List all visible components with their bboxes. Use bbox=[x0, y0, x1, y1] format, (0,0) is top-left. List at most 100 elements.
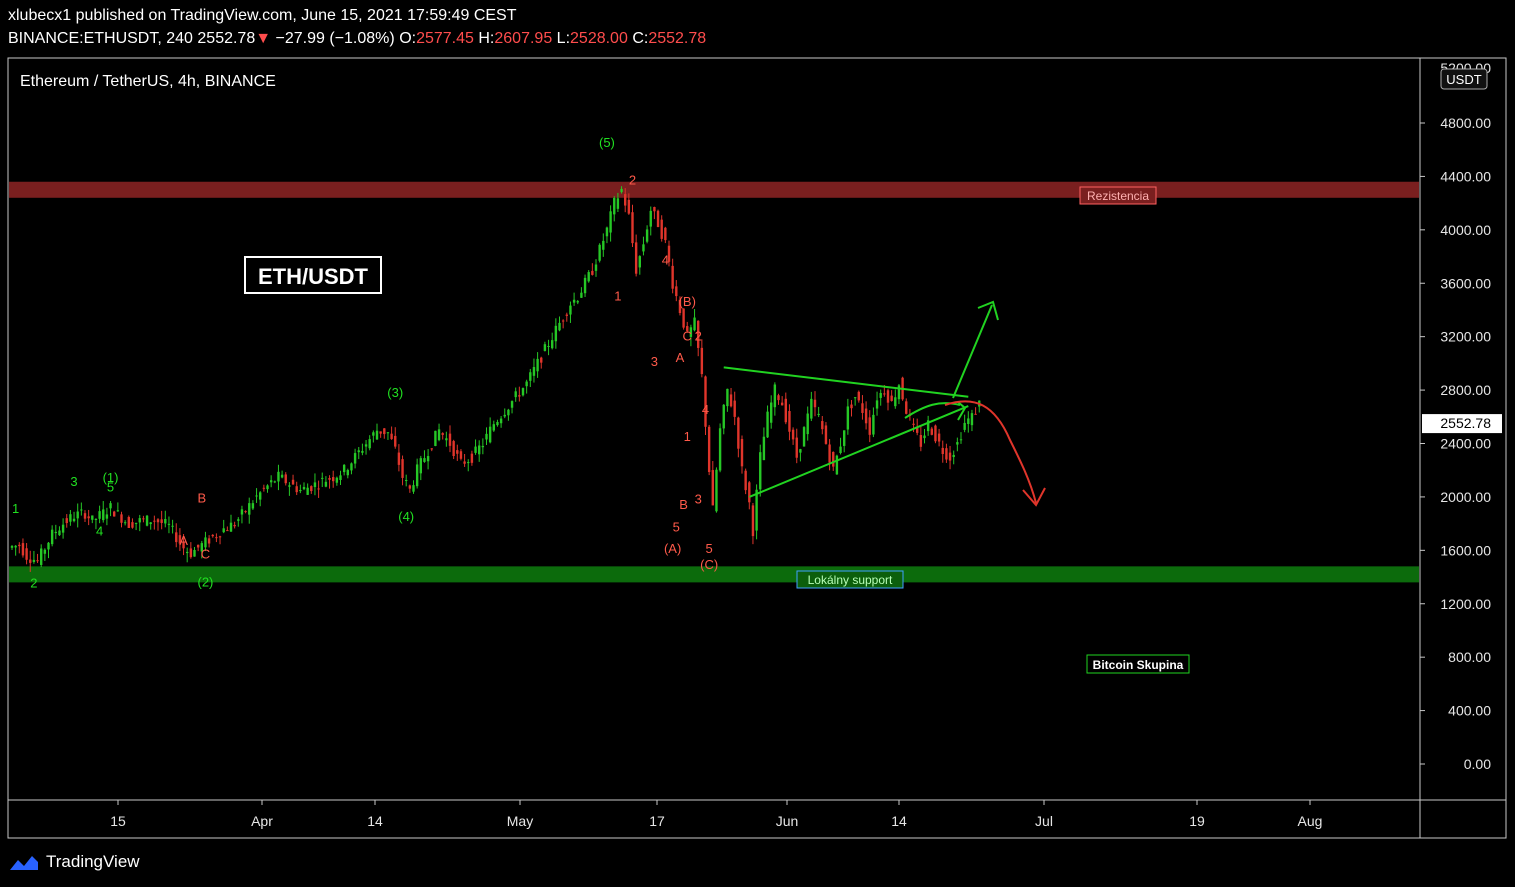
candle-body bbox=[890, 395, 893, 401]
resistance-zone bbox=[9, 181, 1419, 198]
candle-body bbox=[262, 487, 266, 489]
candle-body bbox=[58, 530, 61, 536]
candle-body bbox=[864, 408, 868, 424]
candle-body bbox=[638, 256, 641, 268]
candle-body bbox=[426, 456, 430, 462]
candle-body bbox=[346, 470, 349, 476]
candle-body bbox=[770, 402, 773, 423]
candle-body bbox=[21, 543, 25, 556]
candle-body bbox=[123, 522, 127, 524]
candle-body bbox=[255, 495, 258, 497]
candle-body bbox=[207, 538, 211, 544]
candle-body bbox=[153, 520, 156, 522]
tradingview-logo[interactable]: TradingView bbox=[8, 852, 140, 872]
candle-body bbox=[875, 400, 879, 409]
candle-body bbox=[10, 546, 14, 548]
last-price-box bbox=[1422, 414, 1502, 434]
candle-body bbox=[401, 459, 404, 478]
candle-body bbox=[394, 435, 397, 447]
candle-body bbox=[587, 272, 590, 282]
candle-body bbox=[835, 455, 839, 475]
y-tick-label: 2400.00 bbox=[1440, 436, 1491, 452]
candle-body bbox=[664, 227, 667, 241]
candle-body bbox=[405, 480, 408, 482]
candle-body bbox=[536, 358, 539, 372]
candle-body bbox=[667, 245, 671, 262]
candle-body bbox=[565, 314, 568, 316]
candle-body bbox=[459, 451, 463, 459]
candle-body bbox=[529, 372, 532, 381]
candle-body bbox=[631, 212, 634, 244]
corner-frame bbox=[1419, 799, 1507, 839]
candle-body bbox=[883, 393, 886, 395]
candle-body bbox=[463, 461, 466, 464]
plot-frame bbox=[7, 57, 1421, 801]
candle-body bbox=[678, 299, 682, 314]
candle-body bbox=[861, 403, 864, 413]
candle-body bbox=[759, 452, 762, 490]
price-change: −27.99 (−1.08%) bbox=[275, 30, 395, 47]
candle-body bbox=[923, 435, 926, 439]
candle-body bbox=[857, 391, 860, 401]
candle-body bbox=[196, 544, 200, 548]
currency-badge[interactable]: USDT bbox=[1440, 68, 1488, 90]
candle-body bbox=[711, 470, 714, 506]
x-tick-label: Apr bbox=[251, 813, 273, 829]
candle-body bbox=[408, 485, 412, 489]
candle-body bbox=[302, 486, 306, 490]
candle-body bbox=[229, 522, 233, 532]
candle-body bbox=[948, 452, 952, 461]
candle-body bbox=[164, 519, 167, 524]
open-label: O: bbox=[399, 30, 417, 47]
candle-body bbox=[280, 474, 284, 478]
candle-body bbox=[80, 509, 83, 511]
wave-label: A bbox=[179, 533, 188, 548]
wave-label: C bbox=[201, 546, 210, 561]
wave-label: 3 bbox=[651, 354, 658, 369]
currency-badge-frame bbox=[1440, 68, 1488, 90]
candle-body bbox=[945, 448, 948, 460]
wave-label: 4 bbox=[96, 524, 103, 539]
x-tick-label: 14 bbox=[891, 813, 907, 829]
currency-badge-label: USDT bbox=[1446, 72, 1481, 87]
candle-body bbox=[485, 433, 488, 440]
last-price: 2552.78 bbox=[197, 30, 256, 47]
candle-body bbox=[211, 534, 214, 537]
candle-body bbox=[69, 514, 72, 522]
candle-body bbox=[853, 397, 857, 399]
candle-body bbox=[277, 471, 280, 482]
candle-body bbox=[222, 528, 225, 533]
candle-body bbox=[540, 357, 543, 363]
candle-body bbox=[952, 454, 955, 458]
candle-body bbox=[182, 542, 185, 549]
candle-body bbox=[299, 489, 302, 492]
candle-body bbox=[905, 401, 908, 414]
candle-body bbox=[54, 531, 57, 534]
annotation-frame bbox=[1086, 654, 1190, 674]
candle-body bbox=[87, 516, 90, 519]
candle-body bbox=[704, 376, 707, 427]
candle-body bbox=[620, 188, 623, 193]
candle-body bbox=[660, 219, 663, 239]
candle-body bbox=[810, 398, 813, 419]
candle-body bbox=[496, 422, 499, 426]
candle-body bbox=[175, 532, 178, 543]
wave-label: 1 bbox=[614, 289, 621, 304]
candle-body bbox=[353, 453, 357, 464]
x-tick-label: 17 bbox=[649, 813, 665, 829]
candle-body bbox=[131, 522, 134, 528]
candle-body bbox=[47, 542, 50, 550]
candle-body bbox=[813, 399, 817, 408]
candle-body bbox=[269, 480, 273, 483]
candle-body bbox=[941, 447, 944, 455]
candle-body bbox=[693, 317, 696, 331]
y-tick-label: 1200.00 bbox=[1440, 596, 1491, 612]
candle-body bbox=[478, 445, 481, 455]
wave-label: B bbox=[197, 490, 206, 505]
candle-body bbox=[467, 462, 470, 464]
candle-body bbox=[25, 548, 28, 560]
scenario-down-path bbox=[944, 400, 1037, 504]
wave-label: 5 bbox=[706, 541, 713, 556]
